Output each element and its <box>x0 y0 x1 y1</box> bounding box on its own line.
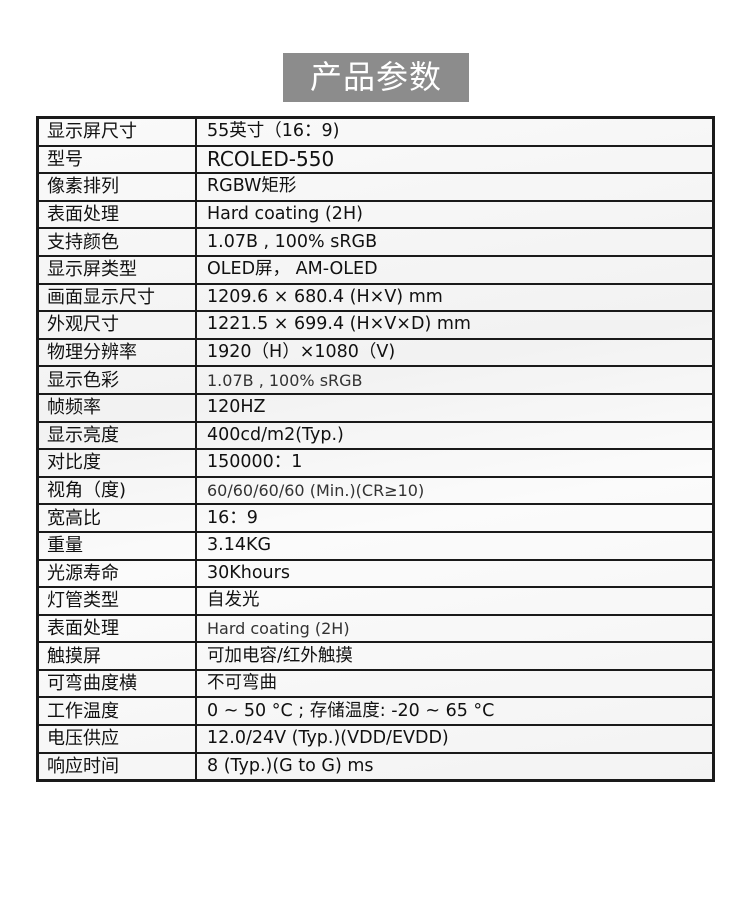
spec-value: 8 (Typ.)(G to G) ms <box>195 751 715 782</box>
spec-value: 1221.5 × 699.4 (H×V×D) mm <box>195 310 715 340</box>
spec-row: 帧频率 120HZ <box>36 392 715 423</box>
spec-table: 显示屏尺寸 55英寸（16：9) 型号 RCOLED-550 像素排列 RGBW矩形 表面处… <box>36 116 715 783</box>
spec-label: 触摸屏 <box>36 641 197 671</box>
spec-label: 帧频率 <box>36 392 197 423</box>
spec-row: 显示屏类型 OLED屏， AM-OLED <box>36 254 715 285</box>
spec-row: 支持颜色 1.07B , 100% sRGB <box>36 227 715 257</box>
spec-row: 视角（度) 60/60/60/60 (Min.)(CR≥10) <box>36 475 715 506</box>
spec-row: 显示亮度 400cd/m2(Typ.) <box>36 420 715 451</box>
spec-label: 显示屏类型 <box>36 254 197 285</box>
spec-label: 灯管类型 <box>36 586 197 616</box>
spec-row: 显示屏尺寸 55英寸（16：9) <box>36 116 715 147</box>
spec-value: 3.14KG <box>195 530 715 561</box>
spec-value: RGBW矩形 <box>195 172 715 202</box>
spec-label: 响应时间 <box>36 751 197 782</box>
spec-label: 视角（度) <box>36 475 197 506</box>
spec-row: 工作温度 0 ~ 50 °C ; 存储温度: -20 ~ 65 °C <box>36 696 715 727</box>
spec-row: 表面处理 Hard coating (2H) <box>36 199 715 230</box>
spec-row: 表面处理 Hard coating (2H) <box>36 613 715 644</box>
spec-value: Hard coating (2H) <box>195 613 715 644</box>
spec-row: 光源寿命 30Khours <box>36 558 715 589</box>
spec-row: 对比度 150000：1 <box>36 448 715 478</box>
spec-value: Hard coating (2H) <box>195 199 715 230</box>
spec-value: 1920（H）×1080（V) <box>195 337 715 368</box>
spec-value: 30Khours <box>195 558 715 589</box>
spec-label: 显示亮度 <box>36 420 197 451</box>
spec-row: 宽高比 16：9 <box>36 503 715 533</box>
spec-row: 可弯曲度横 不可弯曲 <box>36 668 715 699</box>
spec-value: 1209.6 × 680.4 (H×V) mm <box>195 282 715 313</box>
spec-row: 像素排列 RGBW矩形 <box>36 172 715 202</box>
spec-label: 光源寿命 <box>36 558 197 589</box>
spec-label: 型号 <box>36 144 197 175</box>
spec-value: 1.07B , 100% sRGB <box>195 365 715 395</box>
spec-label: 表面处理 <box>36 613 197 644</box>
spec-value: RCOLED-550 <box>195 144 715 175</box>
spec-row: 电压供应 12.0/24V (Typ.)(VDD/EVDD) <box>36 724 715 754</box>
spec-value: 400cd/m2(Typ.) <box>195 420 715 451</box>
spec-row: 重量 3.14KG <box>36 530 715 561</box>
spec-label: 画面显示尺寸 <box>36 282 197 313</box>
spec-label: 电压供应 <box>36 724 197 754</box>
spec-value: 55英寸（16：9) <box>195 116 715 147</box>
spec-label: 外观尺寸 <box>36 310 197 340</box>
spec-value: 自发光 <box>195 586 715 616</box>
spec-row: 外观尺寸 1221.5 × 699.4 (H×V×D) mm <box>36 310 715 340</box>
page-title: 产品参数 <box>283 53 469 102</box>
spec-value: 12.0/24V (Typ.)(VDD/EVDD) <box>195 724 715 754</box>
spec-row: 灯管类型 自发光 <box>36 586 715 616</box>
spec-label: 工作温度 <box>36 696 197 727</box>
spec-row: 显示色彩 1.07B , 100% sRGB <box>36 365 715 395</box>
spec-value: 0 ~ 50 °C ; 存储温度: -20 ~ 65 °C <box>195 696 715 727</box>
spec-value: 1.07B , 100% sRGB <box>195 227 715 257</box>
spec-label: 对比度 <box>36 448 197 478</box>
spec-label: 宽高比 <box>36 503 197 533</box>
spec-value: OLED屏， AM-OLED <box>195 254 715 285</box>
spec-label: 显示色彩 <box>36 365 197 395</box>
spec-row: 物理分辨率 1920（H）×1080（V) <box>36 337 715 368</box>
spec-label: 像素排列 <box>36 172 197 202</box>
spec-label: 显示屏尺寸 <box>36 116 197 147</box>
spec-value: 16：9 <box>195 503 715 533</box>
spec-row: 型号 RCOLED-550 <box>36 144 715 175</box>
spec-label: 支持颜色 <box>36 227 197 257</box>
spec-label: 重量 <box>36 530 197 561</box>
spec-row: 响应时间 8 (Typ.)(G to G) ms <box>36 751 715 782</box>
spec-value: 不可弯曲 <box>195 668 715 699</box>
spec-label: 表面处理 <box>36 199 197 230</box>
spec-value: 60/60/60/60 (Min.)(CR≥10) <box>195 475 715 506</box>
spec-row: 画面显示尺寸 1209.6 × 680.4 (H×V) mm <box>36 282 715 313</box>
spec-value: 120HZ <box>195 392 715 423</box>
spec-label: 可弯曲度横 <box>36 668 197 699</box>
spec-value: 可加电容/红外触摸 <box>195 641 715 671</box>
spec-row: 触摸屏 可加电容/红外触摸 <box>36 641 715 671</box>
spec-value: 150000：1 <box>195 448 715 478</box>
spec-label: 物理分辨率 <box>36 337 197 368</box>
